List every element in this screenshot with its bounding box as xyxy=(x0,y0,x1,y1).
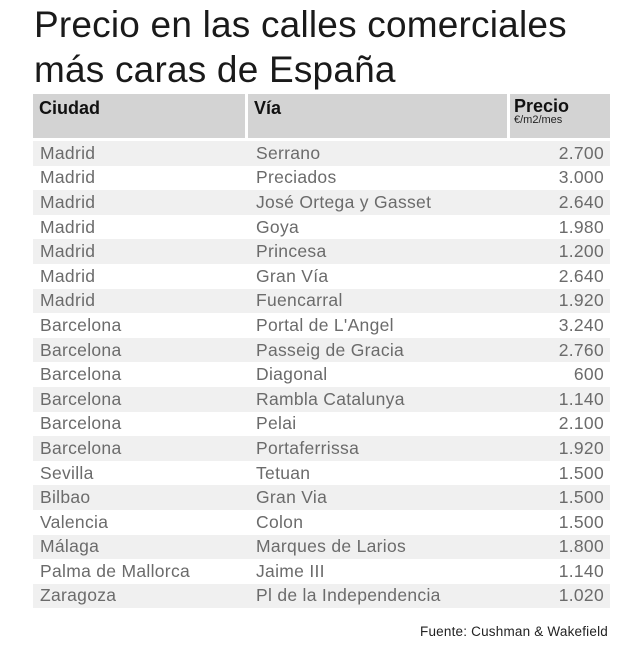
street-cell: Gran Vía xyxy=(256,265,329,286)
header-street: Vía xyxy=(248,94,507,138)
city-cell: Madrid xyxy=(40,241,96,262)
header-city: Ciudad xyxy=(33,94,245,138)
price-cell: 2.640 xyxy=(558,191,604,212)
city-cell: Madrid xyxy=(40,167,96,188)
city-cell: Bilbao xyxy=(40,487,91,508)
table-row: Barcelona Portaferrissa 1.920 xyxy=(33,436,610,461)
city-cell: Barcelona xyxy=(40,364,122,385)
street-cell: Pl de la Independencia xyxy=(256,585,441,606)
table-row: Madrid Princesa 1.200 xyxy=(33,239,610,264)
price-cell: 2.100 xyxy=(558,413,604,434)
city-cell: Barcelona xyxy=(40,388,122,409)
price-cell: 1.500 xyxy=(558,462,604,483)
page-title: Precio en las calles comerciales más car… xyxy=(34,4,567,90)
price-cell: 1.200 xyxy=(558,241,604,262)
city-cell: Madrid xyxy=(40,142,96,163)
street-cell: Princesa xyxy=(256,241,327,262)
source-note: Fuente: Cushman & Wakefield xyxy=(420,624,608,639)
city-cell: Valencia xyxy=(40,511,109,532)
table-row: Barcelona Passeig de Gracia 2.760 xyxy=(33,337,610,363)
table-row: Barcelona Portal de L'Angel 3.240 xyxy=(33,313,610,338)
table-row: Madrid José Ortega y Gasset 2.640 xyxy=(33,190,610,215)
table-row: Valencia Colon 1.500 xyxy=(33,509,610,535)
city-cell: Palma de Mallorca xyxy=(40,560,191,581)
table-row: Bilbao Gran Via 1.500 xyxy=(33,485,610,510)
street-cell: Diagonal xyxy=(256,364,328,385)
price-cell: 3.000 xyxy=(558,167,604,188)
street-cell: Jaime III xyxy=(256,560,325,581)
table-row: Málaga Marques de Larios 1.800 xyxy=(33,534,610,560)
price-cell: 2.760 xyxy=(558,339,604,360)
city-cell: Barcelona xyxy=(40,413,122,434)
table-row: Barcelona Rambla Catalunya 1.140 xyxy=(33,386,610,412)
price-cell: 1.140 xyxy=(558,560,604,581)
header-price: Precio €/m2/mes xyxy=(510,94,610,138)
table-row: Palma de Mallorca Jaime III 1.140 xyxy=(33,559,610,584)
city-cell: Málaga xyxy=(40,536,100,557)
price-cell: 1.800 xyxy=(558,536,604,557)
city-cell: Madrid xyxy=(40,191,96,212)
street-cell: Tetuan xyxy=(256,462,311,483)
city-cell: Madrid xyxy=(40,216,96,237)
street-cell: Portaferrissa xyxy=(256,437,360,458)
table-row: Barcelona Pelai 2.100 xyxy=(33,411,610,437)
table-row: Zaragoza Pl de la Independencia 1.020 xyxy=(33,583,610,609)
table-header: Ciudad Vía Precio €/m2/mes xyxy=(33,94,610,138)
price-table: Ciudad Vía Precio €/m2/mes Madrid Serrano… xyxy=(33,94,610,609)
street-cell: Rambla Catalunya xyxy=(256,388,405,409)
street-cell: Gran Via xyxy=(256,487,328,508)
price-cell: 1.980 xyxy=(558,216,604,237)
table-row: Madrid Serrano 2.700 xyxy=(33,141,610,166)
street-cell: Pelai xyxy=(256,413,297,434)
table-body: Madrid Serrano 2.700 Madrid Preciados 3.000 Ma… xyxy=(33,141,610,609)
header-price-label: Precio xyxy=(514,96,570,116)
street-cell: Portal de L'Angel xyxy=(256,314,394,335)
price-cell: 1.020 xyxy=(558,585,604,606)
table-row: Madrid Fuencarral 1.920 xyxy=(33,288,610,314)
street-cell: Colon xyxy=(256,511,304,532)
table-row: Madrid Goya 1.980 xyxy=(33,214,610,240)
city-cell: Madrid xyxy=(40,290,96,311)
price-cell: 2.640 xyxy=(558,265,604,286)
header-price-unit: €/m2/mes xyxy=(514,114,563,126)
table-row: Madrid Gran Vía 2.640 xyxy=(33,263,610,289)
street-cell: Fuencarral xyxy=(256,290,343,311)
city-cell: Zaragoza xyxy=(40,585,117,606)
table-row: Madrid Preciados 3.000 xyxy=(33,165,610,191)
table-row: Sevilla Tetuan 1.500 xyxy=(33,460,610,486)
price-cell: 1.140 xyxy=(558,388,604,409)
street-cell: Passeig de Gracia xyxy=(256,339,405,360)
city-cell: Sevilla xyxy=(40,462,94,483)
price-cell: 1.920 xyxy=(558,290,604,311)
street-cell: Serrano xyxy=(256,142,321,163)
price-cell: 3.240 xyxy=(558,314,604,335)
city-cell: Barcelona xyxy=(40,339,122,360)
price-cell: 600 xyxy=(573,364,604,385)
price-cell: 1.920 xyxy=(558,437,604,458)
street-cell: Marques de Larios xyxy=(256,536,407,557)
city-cell: Barcelona xyxy=(40,314,122,335)
price-cell: 1.500 xyxy=(558,487,604,508)
price-cell: 1.500 xyxy=(558,511,604,532)
city-cell: Madrid xyxy=(40,265,96,286)
table-row: Barcelona Diagonal 600 xyxy=(33,362,610,387)
street-cell: Goya xyxy=(256,216,300,237)
price-cell: 2.700 xyxy=(558,142,604,163)
city-cell: Barcelona xyxy=(40,437,122,458)
street-cell: Preciados xyxy=(256,167,337,188)
street-cell: José Ortega y Gasset xyxy=(256,191,432,212)
